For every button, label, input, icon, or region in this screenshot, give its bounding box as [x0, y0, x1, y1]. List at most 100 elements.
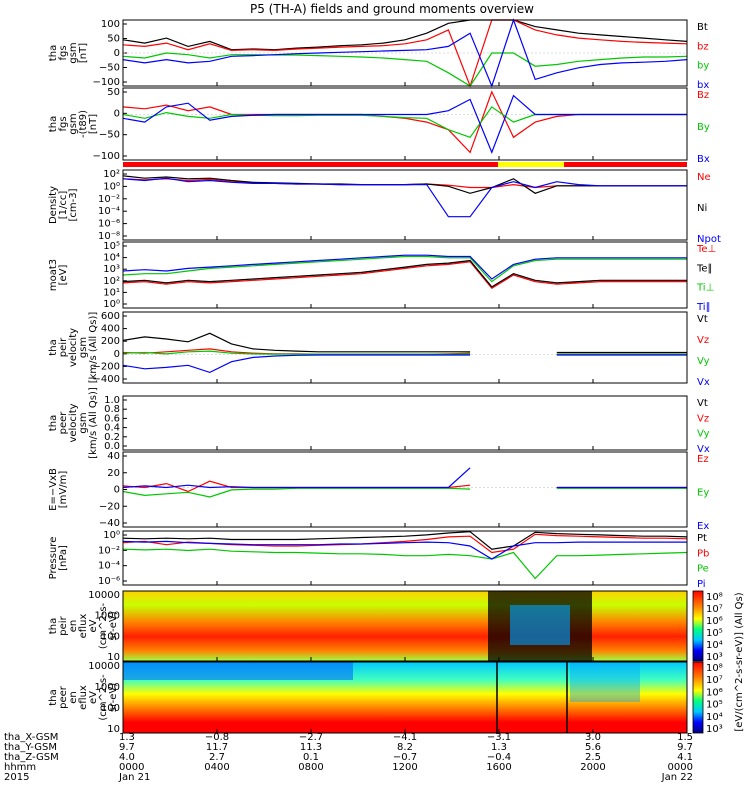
ytick-label: 0: [114, 349, 120, 360]
ytick-label: −40: [99, 518, 120, 529]
footer-value: 9.7: [677, 742, 693, 753]
ylabel-line: (cm^2-s-: [98, 602, 109, 649]
footer-value: 1.3: [119, 732, 135, 743]
series-Te⊥: [122, 261, 687, 289]
colorbar-tick: 10⁸: [706, 663, 723, 674]
footer-value: 0800: [298, 762, 323, 773]
colorbar-label: [eV/(cm^2-s-sr-eV)] (All Qs): [734, 592, 745, 731]
footer-row-label: tha_Y-GSM: [4, 742, 57, 753]
legend-Ey: Ey: [697, 488, 709, 499]
legend-Vx: Vx: [697, 444, 710, 455]
series-Ex: [122, 467, 687, 489]
series-Vt: [122, 332, 687, 354]
ylabel-line: [nPa]: [58, 545, 69, 571]
ytick-label: 100: [101, 19, 120, 30]
series-Ez: [122, 480, 687, 493]
ytick-label: 0.8: [104, 404, 120, 415]
legend-Te∥: Te∥: [696, 263, 713, 274]
ylabel-line: moat3: [48, 259, 59, 291]
ylabel-line: gsm: [78, 412, 89, 433]
colorbar-tick: 10⁴: [706, 640, 723, 651]
panel-frame: [122, 530, 688, 586]
series-Ti∥: [122, 254, 687, 280]
series-Ti⊥: [122, 255, 687, 283]
panel-velocity_elec: tha peer velocity gsm [km/s (All Qs)] 1.00.80…: [48, 387, 710, 459]
legend-Vt: Vt: [697, 314, 708, 325]
series-Bz: [122, 90, 687, 154]
colorbar-tick: 10⁷: [706, 675, 723, 686]
ytick-label: 10000: [88, 590, 120, 601]
series-Ey: [122, 487, 687, 498]
ylabel-line: eV: [88, 619, 99, 632]
footer-value: 8.2: [397, 742, 413, 753]
legend-Npot: Npot: [697, 234, 721, 245]
series-Te∥: [122, 259, 687, 288]
ytick-label: 600: [101, 311, 120, 322]
ytick-label: 10⁻⁸: [98, 231, 120, 242]
ylabel-line: gsm: [68, 42, 79, 63]
colorbar: [692, 661, 704, 734]
ytick-label: 10¹: [103, 287, 120, 298]
legend-Ex: Ex: [697, 521, 709, 532]
series-Bx: [122, 94, 687, 155]
series-Pe: [122, 548, 688, 580]
series-Vx: [122, 354, 687, 374]
ytick-label: 10²: [103, 169, 120, 180]
ytick-label: 10³: [103, 264, 120, 275]
footer-value: −4.1: [393, 732, 417, 743]
legend-Ti∥: Ti∥: [696, 302, 711, 313]
footer-value: 4.1: [677, 752, 693, 763]
ytick-label: 10⁻⁴: [98, 561, 120, 572]
legend-Bz: Bz: [697, 90, 709, 101]
footer-value: 0.1: [303, 752, 319, 763]
ytick-label: 10⁻⁶: [98, 219, 120, 230]
ylabel-line: velocity: [68, 403, 79, 442]
ylabel-line: gsm: [68, 113, 79, 134]
ylabel-line: en: [68, 620, 79, 633]
ytick-label: 10⁻²: [98, 194, 120, 205]
panel-frame: [122, 451, 688, 528]
ylabel-line: peer: [58, 685, 69, 709]
legend-Vz: Vz: [697, 413, 709, 424]
ytick-label: 40: [107, 451, 120, 462]
ytick-label: −400: [93, 374, 120, 385]
footer-value: 2.7: [209, 752, 225, 763]
footer-value: 1200: [392, 762, 417, 773]
panel-elec_spec: tha peer en eflux eV (cm^2-s-sr-eV) 10000 1000 1…: [48, 661, 688, 735]
ylabel-line: tha: [48, 45, 59, 61]
ytick-label: 10⁰: [103, 181, 120, 192]
ytick-label: −200: [93, 361, 120, 372]
legend-bx: bx: [697, 80, 709, 91]
footer-value: 0400: [204, 762, 229, 773]
footer-value: −0.4: [487, 752, 511, 763]
plot-title: P5 (TH-A) fields and ground moments over…: [250, 2, 534, 16]
colorbar: [692, 590, 704, 662]
legend-Ez: Ez: [697, 454, 709, 465]
ytick-label: 10: [107, 724, 120, 735]
mode-bar-yellow: [498, 162, 564, 167]
series-By: [122, 106, 687, 139]
colorbar-tick: 10⁶: [706, 687, 723, 698]
ytick-label: 0.0: [104, 441, 120, 452]
ylabel-line: eV: [88, 691, 99, 704]
ylabel-line: tha: [48, 116, 59, 132]
ytick-label: 0: [114, 48, 120, 59]
footer-row-label: 2015: [4, 772, 29, 783]
ytick-label: 10000: [88, 661, 120, 672]
series-Npot: [122, 177, 687, 218]
mode-bar-red-2: [564, 162, 687, 167]
legend-Vx: Vx: [697, 377, 710, 388]
footer-value: 0000: [668, 762, 693, 773]
footer-value: 0000: [119, 762, 144, 773]
footer-row-label: hhmm: [4, 762, 36, 773]
legend-Pb: Pb: [697, 548, 709, 559]
ylabel-line: [cm-3]: [68, 188, 79, 221]
ylabel-line: fgs: [58, 45, 69, 60]
ylabel-line: peer: [58, 411, 69, 435]
ylabel-line: -(t89): [78, 110, 89, 138]
ylabel-line: (cm^2-s-: [98, 674, 109, 721]
legend-by: by: [697, 61, 709, 72]
ytick-label: 10⁻⁶: [98, 576, 120, 587]
